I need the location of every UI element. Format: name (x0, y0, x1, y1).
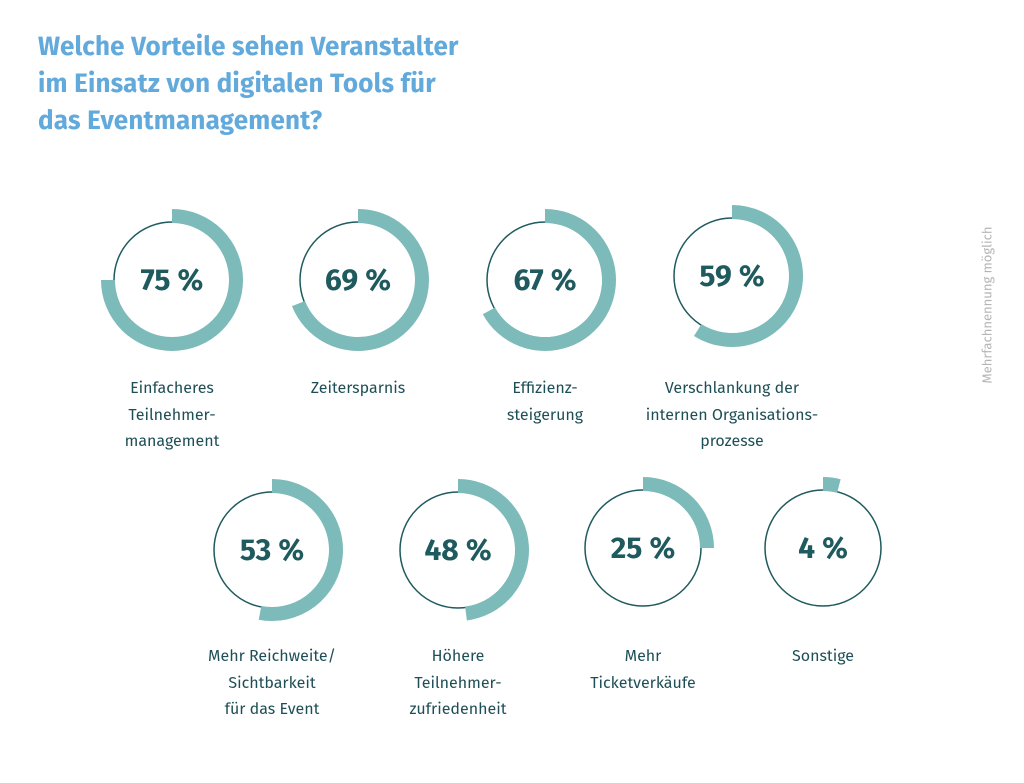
value-label: 75 % (141, 262, 204, 298)
value-label: 53 % (240, 532, 304, 568)
category-label: Zeitersparnis (310, 379, 406, 398)
category-label: Höhere Teilnehmer- zufriedenheit (409, 647, 507, 719)
arc (101, 209, 243, 351)
arc (822, 477, 841, 493)
arc (457, 479, 529, 621)
value-label: 59 % (699, 258, 764, 294)
value-label: 48 % (424, 532, 491, 568)
value-label: 4 % (798, 530, 848, 566)
category-label: Sonstige (792, 647, 854, 666)
arc (693, 205, 803, 347)
title: Welche Vorteile sehen Veranstalter im Ei… (38, 31, 459, 136)
value-label: 67 % (513, 262, 576, 298)
category-label: Einfacheres Teilnehmer- management (124, 379, 220, 451)
category-label: Mehr Reichweite/ Sichtbarkeit für das Ev… (208, 647, 336, 719)
value-label: 25 % (611, 530, 675, 566)
category-label: Verschlankung der internen Organisations… (645, 379, 819, 451)
arc (258, 479, 343, 621)
value-label: 69 % (325, 262, 391, 298)
arc (642, 477, 714, 549)
category-label: Effizienz- steigerung (506, 379, 584, 425)
arc (291, 209, 429, 351)
arc (482, 209, 616, 351)
category-label: Mehr Ticketverkäufe (590, 647, 696, 693)
